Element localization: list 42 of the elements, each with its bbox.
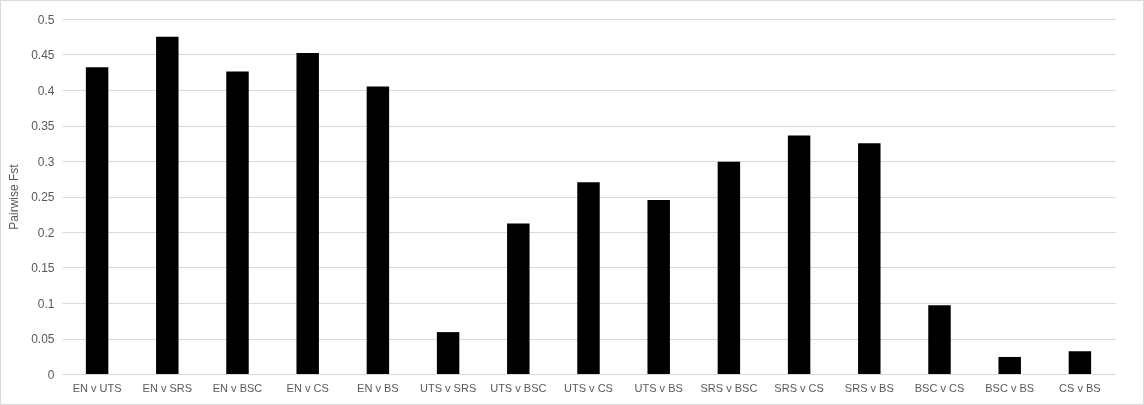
x-tick-label: SRS v CS — [774, 381, 824, 394]
bar — [226, 71, 249, 374]
y-tick-label: 0.5 — [37, 12, 55, 27]
y-tick-label: 0.45 — [31, 48, 55, 62]
y-axis-title: Pairwise Fst — [7, 163, 22, 230]
x-tick-label: EN v BSC — [212, 381, 263, 394]
y-tick-label: 0.3 — [37, 154, 55, 169]
x-tick-label: BSC v CS — [914, 381, 965, 394]
bar — [156, 36, 179, 374]
y-tick-label: 0.4 — [37, 83, 55, 98]
bar — [436, 332, 460, 374]
y-tick-label: 0.15 — [31, 261, 55, 275]
bar — [1068, 351, 1092, 374]
x-tick-label: EN v SRS — [142, 381, 193, 394]
bar — [507, 223, 530, 374]
x-tick-label: EN v CS — [286, 381, 329, 394]
y-tick-label: 0.25 — [31, 190, 55, 204]
bar — [577, 182, 600, 374]
y-tick-label: 0 — [47, 367, 55, 382]
x-tick-label: CS v BS — [1059, 381, 1101, 394]
bar — [998, 356, 1021, 374]
x-tick-label: EN v BS — [357, 381, 399, 394]
y-tick-label: 0.2 — [37, 225, 55, 240]
x-tick-label: EN v UTS — [72, 381, 122, 394]
bar — [787, 135, 811, 374]
x-tick-label: UTS v CS — [564, 381, 613, 394]
bar — [858, 143, 881, 374]
bar — [928, 305, 951, 374]
x-tick-label: UTS v SRS — [419, 381, 477, 394]
bar — [647, 200, 670, 374]
bar — [366, 86, 390, 374]
x-tick-label: UTS v BS — [634, 381, 683, 394]
x-tick-label: SRS v BS — [844, 381, 894, 394]
x-tick-label: UTS v BSC — [490, 381, 547, 394]
x-tick-label: BSC v BS — [985, 381, 1035, 394]
bar — [717, 161, 741, 374]
y-tick-label: 0.1 — [37, 296, 55, 311]
x-tick-label: SRS v BSC — [700, 381, 758, 394]
bar — [296, 53, 319, 374]
y-tick-label: 0.05 — [31, 332, 55, 346]
bar — [85, 67, 109, 374]
y-tick-label: 0.35 — [31, 119, 55, 133]
